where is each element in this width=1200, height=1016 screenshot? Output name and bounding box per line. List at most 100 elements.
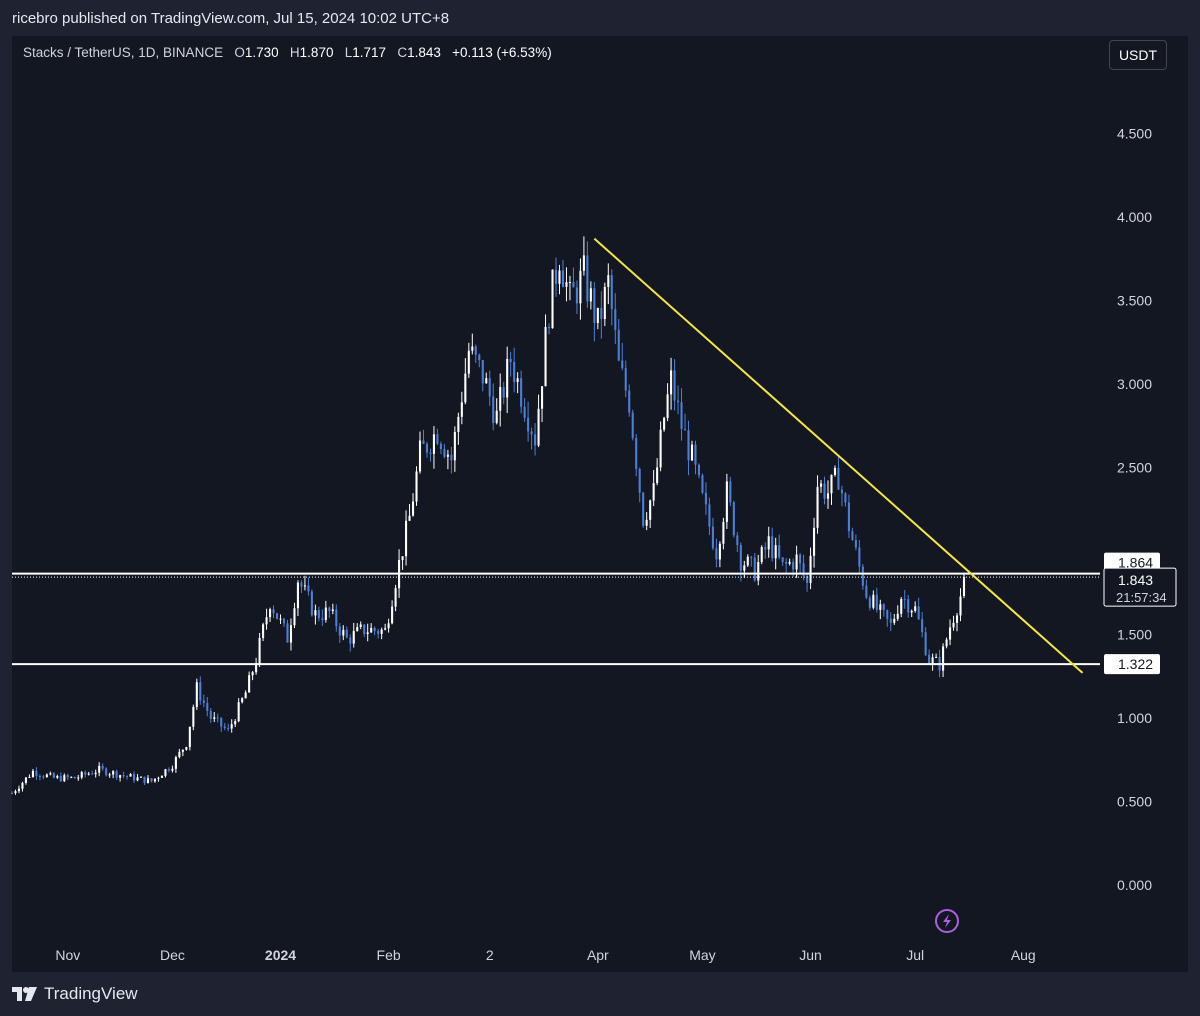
candle-body bbox=[126, 775, 129, 777]
candle-body bbox=[809, 555, 812, 583]
candle-body bbox=[42, 776, 45, 778]
candle-body bbox=[356, 627, 359, 631]
candle-body bbox=[35, 770, 38, 777]
price-tags: 1.864 1.322 1.843 21:57:34 bbox=[1103, 552, 1177, 675]
ohlc-legend: Stacks / TetherUS, 1D, BINANCE O1.730 H1… bbox=[23, 45, 552, 60]
candle-body bbox=[446, 454, 449, 457]
candle-body bbox=[931, 657, 934, 664]
lightning-icon[interactable] bbox=[935, 909, 959, 933]
candle-body bbox=[506, 358, 509, 398]
close-value: 1.843 bbox=[407, 45, 441, 60]
candle-body bbox=[87, 773, 90, 775]
candle-body bbox=[275, 613, 279, 619]
candle-body bbox=[192, 706, 195, 727]
candle-body bbox=[903, 599, 906, 601]
level-tag-bg bbox=[1104, 654, 1160, 675]
candle-body bbox=[949, 627, 952, 640]
x-tick-label: Apr bbox=[587, 947, 609, 963]
candle-body bbox=[746, 556, 749, 566]
candles-layer bbox=[10, 236, 966, 795]
candle-body bbox=[513, 362, 516, 383]
candle-body bbox=[523, 406, 526, 418]
candle-body bbox=[781, 557, 784, 562]
candle-body bbox=[725, 481, 728, 522]
y-tick-label: 1.500 bbox=[1117, 626, 1152, 642]
x-tick-label: Jul bbox=[906, 947, 924, 963]
change-value: +0.113 (+6.53%) bbox=[452, 45, 552, 60]
x-tick-label: Nov bbox=[55, 947, 80, 963]
candle-body bbox=[436, 434, 439, 444]
candle-body bbox=[826, 493, 830, 499]
y-tick-label: 1.000 bbox=[1117, 710, 1152, 726]
candle-body bbox=[241, 698, 244, 703]
candle-body bbox=[722, 521, 725, 544]
candle-body bbox=[530, 431, 533, 435]
candle-body bbox=[342, 629, 345, 636]
tradingview-brand[interactable]: TradingView bbox=[12, 984, 138, 1004]
x-tick-label: 2024 bbox=[265, 947, 296, 963]
y-tick-label: 4.500 bbox=[1117, 125, 1152, 141]
candle-body bbox=[921, 619, 924, 633]
candle-body bbox=[300, 582, 303, 587]
candle-body bbox=[819, 483, 823, 487]
brand-label: TradingView bbox=[44, 984, 138, 1003]
candle-body bbox=[153, 778, 157, 782]
candle-body bbox=[767, 536, 770, 550]
candle-body bbox=[314, 610, 317, 616]
candle-body bbox=[520, 378, 523, 407]
currency-button[interactable]: USDT bbox=[1109, 40, 1167, 70]
open-value: 1.730 bbox=[244, 45, 279, 60]
candle-body bbox=[310, 591, 313, 616]
trendline bbox=[593, 237, 1084, 674]
candle-body bbox=[942, 646, 945, 671]
candle-body bbox=[879, 604, 882, 610]
candle-body bbox=[694, 444, 697, 465]
candle-body bbox=[119, 775, 122, 778]
candle-body bbox=[405, 520, 408, 557]
candle-body bbox=[199, 682, 202, 701]
candle-body bbox=[112, 771, 115, 775]
candle-body bbox=[935, 656, 938, 658]
candle-body bbox=[478, 354, 481, 361]
candle-body bbox=[471, 346, 474, 351]
candle-body bbox=[359, 624, 362, 628]
candle-body bbox=[568, 282, 571, 284]
candle-body bbox=[73, 776, 76, 779]
candle-body bbox=[328, 607, 331, 612]
candle-body bbox=[363, 624, 366, 634]
candle-body bbox=[624, 368, 627, 391]
candle-body bbox=[171, 768, 174, 771]
candle-body bbox=[565, 282, 568, 287]
candle-body bbox=[914, 606, 917, 611]
candle-body bbox=[774, 545, 777, 559]
candle-body bbox=[202, 700, 205, 703]
candle-body bbox=[373, 627, 376, 631]
candle-body bbox=[157, 777, 160, 779]
candle-body bbox=[677, 400, 680, 403]
candle-body bbox=[858, 547, 861, 567]
candle-body bbox=[614, 309, 617, 330]
candle-body bbox=[589, 288, 592, 302]
candle-body bbox=[481, 360, 484, 384]
candle-body bbox=[94, 772, 97, 775]
candle-body bbox=[279, 618, 282, 620]
candle-body bbox=[286, 623, 289, 643]
chart-panel[interactable] bbox=[12, 36, 1188, 972]
x-tick-label: Dec bbox=[160, 947, 185, 963]
candle-body bbox=[408, 515, 411, 521]
candle-body bbox=[736, 535, 739, 546]
candle-body bbox=[652, 483, 655, 501]
candle-body bbox=[377, 630, 380, 634]
candle-body bbox=[272, 609, 275, 614]
high-value: 1.870 bbox=[299, 45, 334, 60]
candle-body bbox=[10, 793, 14, 795]
candle-body bbox=[77, 777, 80, 779]
candle-body bbox=[227, 727, 230, 729]
candle-body bbox=[415, 471, 418, 502]
candle-body bbox=[813, 527, 816, 556]
close-label: C bbox=[397, 45, 408, 60]
candle-body bbox=[335, 609, 338, 627]
candle-body bbox=[558, 270, 561, 284]
candle-body bbox=[900, 599, 903, 614]
